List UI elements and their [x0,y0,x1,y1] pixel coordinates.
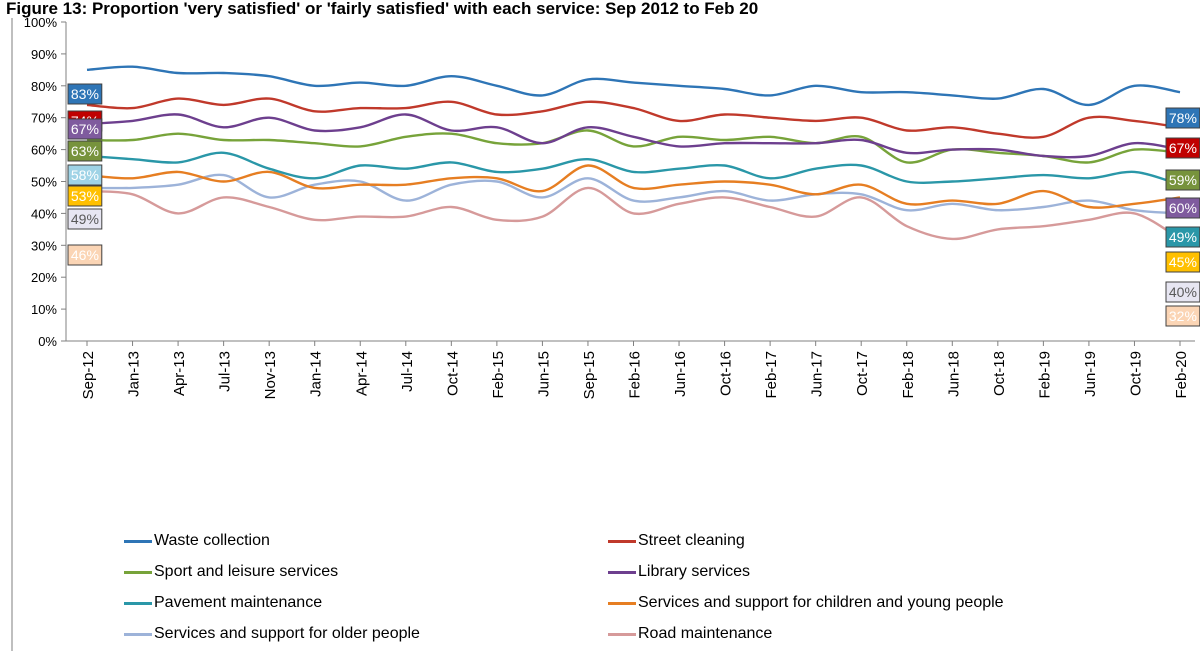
y-tick-label: 90% [31,47,57,62]
legend-label: Sport and leisure services [154,563,339,580]
series-line-road-maintenance [86,186,1181,241]
series-line-library-services [86,113,1181,159]
legend-label: Services and support for older people [154,625,420,642]
x-tick-label: Oct-16 [718,351,735,396]
x-tick-label: Jun-15 [535,351,552,397]
legend-swatch [608,632,636,636]
x-tick-label: Sep-12 [80,351,97,399]
legend-item: Pavement maintenance [124,594,322,612]
legend-item: Sport and leisure services [124,563,338,581]
x-tick-label: Feb-16 [627,351,644,399]
end-data-label: 45% [1169,254,1197,270]
legend-swatch [124,570,152,574]
legend-label: Pavement maintenance [154,594,323,611]
chart-title: Figure 13: Proportion 'very satisfied' o… [6,0,759,18]
end-data-label: 60% [1169,200,1197,216]
legend-item: Services and support for children and yo… [608,594,1004,612]
series-line-waste-collection [86,65,1181,107]
start-data-label: 67% [71,121,99,137]
y-tick-label: 70% [31,111,57,126]
x-tick-label: Jan-14 [308,351,325,397]
start-data-label-box [67,83,103,105]
x-tick-label: Feb-20 [1173,351,1190,399]
x-tick-label: Feb-17 [763,351,780,399]
y-tick-label: 100% [24,15,58,30]
legend-item: Services and support for older people [124,625,420,643]
y-tick-label: 10% [31,302,57,317]
start-data-label-box [67,244,103,266]
x-tick-label: Feb-18 [900,351,917,399]
x-tick-label: Jun-19 [1082,351,1099,397]
series-line-street-cleaning [86,97,1181,139]
legend-swatch [124,539,152,543]
end-data-label: 59% [1169,172,1197,188]
x-tick-label: Nov-13 [262,351,279,399]
legend-item: Library services [608,563,750,581]
legend-swatch [608,601,636,605]
y-tick-label: 80% [31,79,57,94]
end-data-label: 78% [1169,110,1197,126]
series-line-sport-and-leisure-services [86,129,1181,164]
x-tick-label: Oct-17 [854,351,871,396]
legend-label: Road maintenance [638,625,773,642]
start-data-label-box [67,208,103,230]
legend-item: Road maintenance [608,625,772,643]
legend-label: Services and support for children and yo… [638,594,1004,611]
x-tick-label: Jun-16 [672,351,689,397]
end-data-label: 32% [1169,308,1197,324]
x-tick-label: Oct-19 [1127,351,1144,396]
y-tick-label: 40% [31,206,57,221]
legend-swatch [608,570,636,574]
x-tick-label: Jan-13 [126,351,143,397]
legend-swatch [124,601,152,605]
x-tick-label: Apr-14 [353,351,370,396]
start-data-label: 53% [71,188,99,204]
start-data-label: 63% [71,143,99,159]
start-data-label-box [67,164,103,186]
x-tick-label: Feb-15 [490,351,507,399]
y-tick-label: 60% [31,143,57,158]
start-data-label-box [67,185,103,207]
x-tick-label: Jun-17 [809,351,826,397]
y-tick-label: 0% [38,334,57,349]
series-line-pavement-maintenance [86,151,1181,186]
y-tick-label: 20% [31,270,57,285]
x-tick-label: Jun-18 [945,351,962,397]
series-line-services-and-support-for-children-and-young-people [86,164,1181,209]
legend-label: Waste collection [154,532,270,549]
legend-swatch [608,539,636,543]
x-tick-label: Jul-14 [399,351,416,392]
start-data-label: 83% [71,86,99,102]
x-tick-label: Apr-13 [171,351,188,396]
start-data-label-box [67,140,103,162]
end-data-label: 49% [1169,229,1197,245]
chart-legend: Waste collection Street cleaning Sport and… [120,532,1180,652]
y-tick-label: 30% [31,238,57,253]
x-tick-label: Oct-14 [444,351,461,396]
legend-swatch [124,632,152,636]
x-tick-label: Oct-18 [991,351,1008,396]
start-data-label: 49% [71,211,99,227]
series-line-services-and-support-for-older-people [86,173,1181,215]
legend-label: Street cleaning [638,532,745,549]
y-tick-label: 50% [31,175,57,190]
end-data-label: 40% [1169,284,1197,300]
start-data-label-box [67,118,103,140]
start-data-label: 46% [71,247,99,263]
legend-label: Library services [638,563,751,580]
legend-item: Street cleaning [608,532,745,550]
x-tick-label: Jul-13 [217,351,234,392]
start-data-label: 58% [71,167,99,183]
x-tick-label: Sep-15 [581,351,598,399]
end-data-label: 67% [1169,140,1197,156]
legend-item: Waste collection [124,532,270,550]
x-tick-label: Feb-19 [1036,351,1053,399]
